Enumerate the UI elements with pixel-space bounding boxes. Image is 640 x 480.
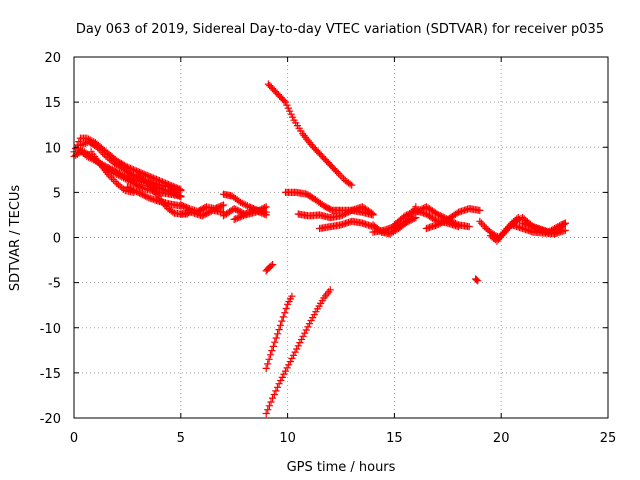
series-arc-aa [472, 275, 482, 285]
data-point [288, 292, 296, 300]
data-point [269, 342, 277, 350]
x-tick-label: 5 [177, 431, 185, 446]
y-tick-label: 15 [44, 96, 61, 111]
data-point [177, 193, 185, 201]
data-point [369, 210, 377, 218]
data-point [262, 409, 270, 418]
series-arc-r [369, 214, 420, 236]
y-axis-label: SDTVAR / TECUs [8, 185, 23, 292]
data-point [326, 286, 334, 294]
data-point [264, 406, 272, 414]
x-tick-label: 15 [386, 431, 403, 446]
y-tick-labels: -20 -15 -10 -5 0 5 10 15 20 [40, 51, 61, 427]
data-point [465, 223, 473, 231]
data-point [269, 261, 277, 269]
data-point [267, 398, 275, 406]
data-point [476, 206, 484, 214]
y-tick-label: -10 [40, 322, 61, 337]
data-point [275, 326, 283, 334]
data-point [284, 104, 292, 112]
data-point [264, 360, 272, 368]
data-point [272, 334, 280, 342]
data-point [348, 181, 356, 189]
y-tick-label: -20 [40, 412, 61, 427]
grid-lines [74, 57, 608, 418]
data-point [279, 313, 287, 321]
data-point [289, 113, 297, 121]
data-point [474, 277, 482, 285]
x-tick-label: 20 [493, 431, 510, 446]
series-arc-u [422, 215, 473, 233]
series-arc-l [230, 203, 270, 223]
series-arc-y [519, 219, 569, 238]
y-tick-label: 10 [44, 141, 61, 156]
data-point [265, 355, 273, 363]
data-point [265, 402, 273, 410]
data-point [276, 321, 285, 329]
chart-title: Day 063 of 2019, Sidereal Day-to-day VTE… [76, 22, 604, 37]
series-arc-z [262, 261, 277, 275]
x-axis-label: GPS time / hours [287, 460, 396, 475]
y-tick-label: -15 [40, 367, 61, 382]
data-point [266, 351, 275, 359]
series-arc-o [294, 203, 377, 222]
y-tick-label: 20 [44, 51, 61, 66]
series-arc-i [177, 206, 228, 220]
x-tick-label: 0 [70, 431, 78, 446]
data-point [262, 203, 270, 211]
x-tick-label: 25 [600, 431, 617, 446]
data-point [561, 226, 569, 234]
data-point [268, 347, 276, 355]
data-points [70, 80, 569, 418]
series-arc-p [316, 217, 377, 233]
data-point [274, 330, 282, 338]
data-point [278, 317, 286, 325]
series-arc-ab [262, 292, 296, 372]
y-tick-label: 5 [53, 186, 61, 201]
series-arc-ac [262, 286, 334, 418]
x-tick-labels: 0 5 10 15 20 25 [70, 431, 616, 446]
data-point [262, 211, 270, 219]
data-point [281, 309, 289, 317]
axis-ticks [73, 56, 609, 419]
data-point [177, 187, 185, 195]
data-point [282, 304, 290, 313]
data-point [262, 364, 270, 372]
data-point [561, 219, 569, 227]
data-point [473, 276, 481, 284]
y-tick-label: 0 [53, 232, 61, 247]
data-point [271, 338, 279, 346]
series-arc-m [264, 80, 356, 189]
data-point [219, 201, 228, 209]
y-tick-label: -5 [48, 277, 61, 292]
data-point [283, 101, 291, 109]
x-tick-label: 10 [279, 431, 296, 446]
